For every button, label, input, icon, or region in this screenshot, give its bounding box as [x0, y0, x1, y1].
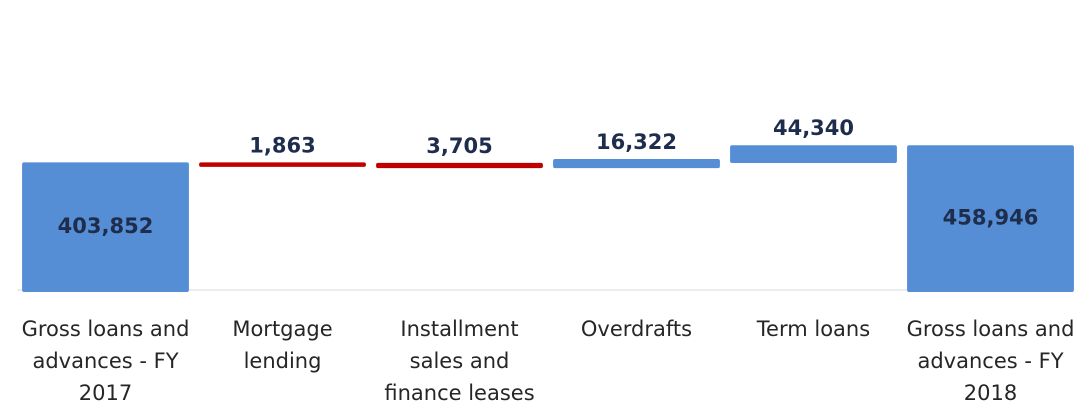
x-tick-label: Mortgage lending — [232, 317, 333, 373]
bar — [199, 162, 366, 167]
x-tick-label: Gross loans and advances - FY 2018 — [906, 317, 1075, 405]
data-label: 16,322 — [596, 130, 677, 154]
bar — [22, 162, 189, 293]
bar — [907, 145, 1074, 292]
x-tick-label: Installment sales and finance leases — [384, 317, 535, 405]
data-label: 403,852 — [58, 214, 154, 238]
bar — [730, 145, 897, 164]
x-tick-label: Overdrafts — [580, 317, 693, 341]
x-tick-label: Gross loans and advances - FY 2017 — [21, 317, 190, 405]
data-label: 1,863 — [249, 133, 315, 157]
data-label: 458,946 — [943, 206, 1039, 230]
data-label: 3,705 — [426, 134, 492, 158]
x-tick-label: Term loans — [756, 317, 871, 341]
data-label: 44,340 — [773, 116, 854, 140]
bar — [553, 159, 720, 169]
bar — [376, 162, 543, 169]
